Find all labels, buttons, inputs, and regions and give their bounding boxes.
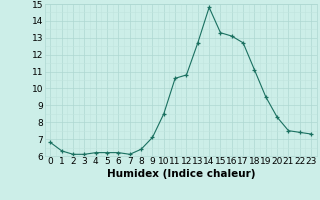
X-axis label: Humidex (Indice chaleur): Humidex (Indice chaleur) bbox=[107, 169, 255, 179]
